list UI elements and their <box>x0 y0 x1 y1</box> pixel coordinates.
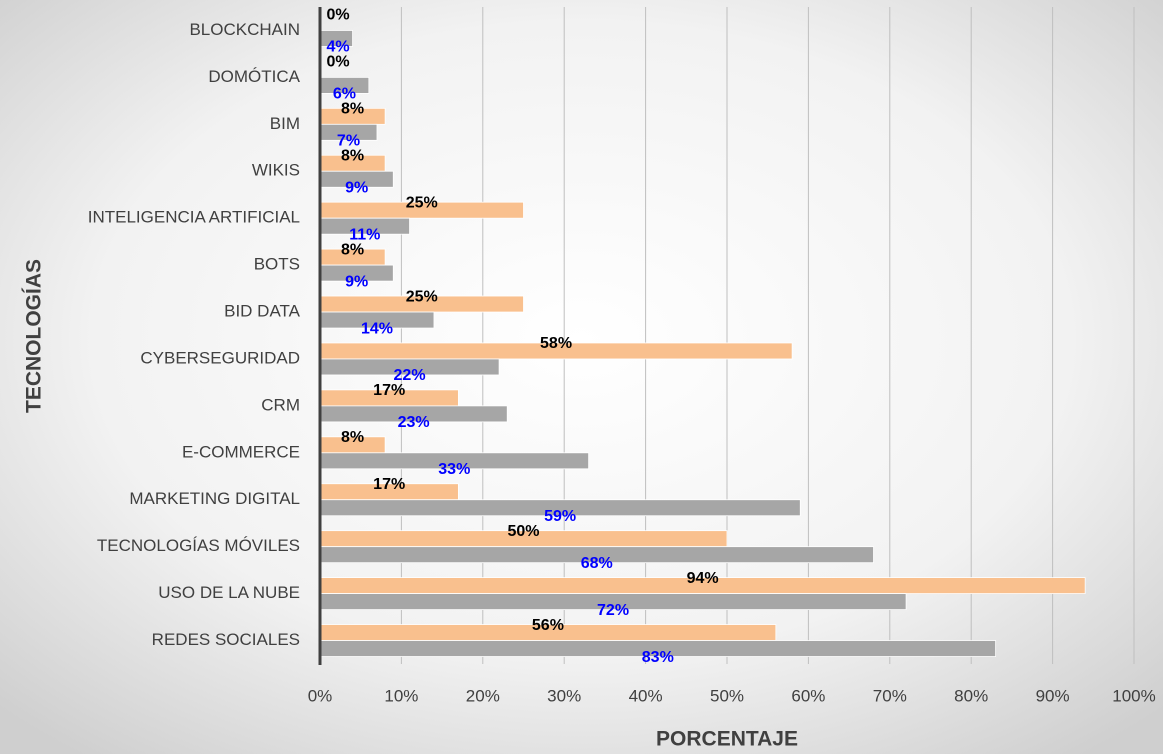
value-label: 6% <box>333 86 356 103</box>
value-label: 17% <box>373 476 405 493</box>
x-tick-label: 50% <box>710 686 744 705</box>
value-label: 23% <box>398 414 430 431</box>
x-tick-label: 70% <box>873 686 907 705</box>
y-tick-label: MARKETING DIGITAL <box>129 489 300 508</box>
value-label: 56% <box>532 617 564 634</box>
x-tick-label: 100% <box>1112 686 1155 705</box>
x-tick-label: 30% <box>547 686 581 705</box>
x-tick-label: 20% <box>466 686 500 705</box>
value-label: 22% <box>394 367 426 384</box>
y-axis-title: TECNOLOGÍAS <box>23 259 46 413</box>
y-tick-label: CRM <box>261 395 300 414</box>
value-label: 72% <box>597 602 629 619</box>
y-tick-label: USO DE LA NUBE <box>158 583 300 602</box>
value-label: 94% <box>687 570 719 587</box>
y-tick-label: TECNOLOGÍAS MÓVILES <box>97 536 300 555</box>
y-tick-label: BOTS <box>254 255 300 274</box>
y-tick-label: BID DATA <box>224 302 301 321</box>
y-tick-label: E-COMMERCE <box>182 442 300 461</box>
x-axis-title: PORCENTAJE <box>656 728 798 751</box>
value-label: 7% <box>337 133 360 150</box>
y-tick-label: BIM <box>270 114 300 133</box>
value-label: 0% <box>326 54 349 71</box>
value-label: 17% <box>373 382 405 399</box>
value-label: 25% <box>406 194 438 211</box>
y-tick-label: WIKIS <box>252 161 300 180</box>
value-label: 8% <box>341 147 364 164</box>
value-label: 9% <box>345 273 368 290</box>
value-label: 9% <box>345 179 368 196</box>
value-label: 25% <box>406 288 438 305</box>
value-label: 50% <box>507 523 539 540</box>
x-tick-label: 0% <box>308 686 333 705</box>
x-tick-label: 80% <box>954 686 988 705</box>
y-tick-label: REDES SOCIALES <box>152 630 300 649</box>
value-label: 33% <box>438 461 470 478</box>
y-tick-label: DOMÓTICA <box>208 67 300 86</box>
value-label: 68% <box>581 555 613 572</box>
x-tick-label: 60% <box>791 686 825 705</box>
value-label: 8% <box>341 241 364 258</box>
x-tick-label: 40% <box>629 686 663 705</box>
y-tick-label: BLOCKCHAIN <box>189 20 300 39</box>
value-label: 11% <box>349 226 380 243</box>
value-label: 58% <box>540 335 572 352</box>
value-label: 8% <box>341 429 364 446</box>
y-tick-label: INTELIGENCIA ARTIFICIAL <box>88 208 300 227</box>
x-tick-label: 90% <box>1036 686 1070 705</box>
value-label: 8% <box>341 101 364 118</box>
value-label: 59% <box>544 508 576 525</box>
value-label: 14% <box>361 320 393 337</box>
value-label: 4% <box>326 39 349 56</box>
value-label: 83% <box>642 649 674 666</box>
value-label: 0% <box>326 7 349 24</box>
y-tick-label: CYBERSEGURIDAD <box>140 348 300 367</box>
x-tick-label: 10% <box>384 686 418 705</box>
